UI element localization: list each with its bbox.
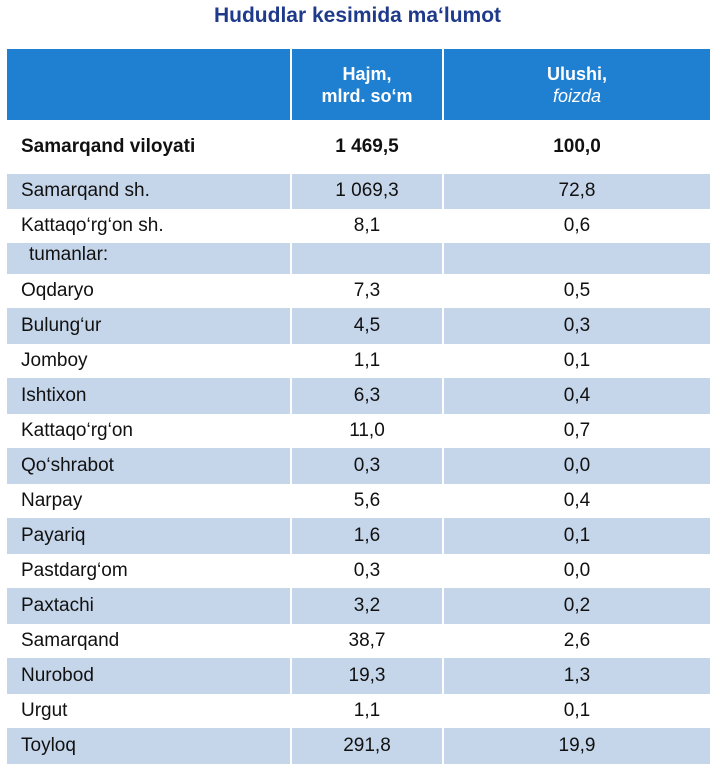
total-share: 100,0	[442, 120, 712, 174]
table-row: Kattaqo‘rg‘on sh. 8,1 0,6	[5, 208, 712, 244]
table-row: Nurobod 19,3 1,3	[5, 658, 712, 694]
table-row-subheading: tumanlar:	[5, 243, 712, 274]
header-share-line1: Ulushi,	[546, 63, 607, 84]
row-name: Narpay	[5, 483, 292, 519]
table-row: Narpay 5,6 0,4	[5, 483, 712, 519]
row-share: 0,0	[442, 448, 712, 484]
header-share-line2: foizda	[552, 85, 602, 106]
row-volume	[290, 243, 444, 274]
table-row: Pastdarg‘om 0,3 0,0	[5, 553, 712, 589]
row-share: 19,9	[442, 728, 712, 764]
row-name: Pastdarg‘om	[5, 553, 292, 589]
row-share: 0,1	[442, 693, 712, 729]
row-name: Toyloq	[5, 728, 292, 764]
row-share: 0,1	[442, 343, 712, 379]
row-name: Ishtixon	[5, 378, 292, 414]
row-share: 0,4	[442, 483, 712, 519]
row-name: Nurobod	[5, 658, 292, 694]
page-title: Hududlar kesimida ma‘lumot	[213, 4, 502, 27]
row-name: Paxtachi	[5, 588, 292, 624]
row-name: Samarqand sh.	[5, 173, 292, 209]
row-volume: 1,1	[290, 693, 444, 729]
table-row: Samarqand 38,7 2,6	[5, 623, 712, 659]
row-volume: 291,8	[290, 728, 444, 764]
table-row: Samarqand sh. 1 069,3 72,8	[5, 173, 712, 209]
header-volume: Hajm, mlrd. so‘m	[290, 49, 444, 121]
row-volume: 1 069,3	[290, 173, 444, 209]
table-header-row: Hajm, mlrd. so‘m Ulushi, foizda	[5, 49, 712, 121]
row-name: Kattaqo‘rg‘on sh.	[5, 208, 292, 244]
regions-table: Hajm, mlrd. so‘m Ulushi, foizda Samarqan…	[5, 49, 712, 764]
row-share: 0,6	[442, 208, 712, 244]
row-share: 1,3	[442, 658, 712, 694]
total-name: Samarqand viloyati	[5, 120, 292, 174]
row-name: Qo‘shrabot	[5, 448, 292, 484]
row-volume: 3,2	[290, 588, 444, 624]
table-row: Payariq 1,6 0,1	[5, 518, 712, 554]
row-name: Bulung‘ur	[5, 308, 292, 344]
row-volume: 38,7	[290, 623, 444, 659]
row-volume: 19,3	[290, 658, 444, 694]
row-share: 0,0	[442, 553, 712, 589]
row-name: Samarqand	[5, 623, 292, 659]
total-volume: 1 469,5	[290, 120, 444, 174]
row-share: 0,2	[442, 588, 712, 624]
row-share: 0,7	[442, 413, 712, 449]
header-share: Ulushi, foizda	[442, 49, 712, 121]
row-volume: 1,6	[290, 518, 444, 554]
row-volume: 1,1	[290, 343, 444, 379]
row-volume: 7,3	[290, 273, 444, 309]
row-name: tumanlar:	[5, 243, 292, 274]
row-share: 0,4	[442, 378, 712, 414]
row-volume: 0,3	[290, 448, 444, 484]
row-share: 72,8	[442, 173, 712, 209]
row-share: 0,1	[442, 518, 712, 554]
row-volume: 8,1	[290, 208, 444, 244]
header-volume-line2: mlrd. so‘m	[321, 85, 413, 106]
row-name: Payariq	[5, 518, 292, 554]
row-share	[442, 243, 712, 274]
row-volume: 0,3	[290, 553, 444, 589]
row-share: 0,5	[442, 273, 712, 309]
row-name: Oqdaryo	[5, 273, 292, 309]
table-row: Ishtixon 6,3 0,4	[5, 378, 712, 414]
row-share: 0,3	[442, 308, 712, 344]
header-volume-line1: Hajm,	[342, 63, 392, 84]
total-row: Samarqand viloyati 1 469,5 100,0	[5, 120, 712, 174]
table-row: Jomboy 1,1 0,1	[5, 343, 712, 379]
row-volume: 4,5	[290, 308, 444, 344]
row-name: Kattaqo‘rg‘on	[5, 413, 292, 449]
row-volume: 11,0	[290, 413, 444, 449]
header-region	[5, 49, 292, 121]
row-name: Urgut	[5, 693, 292, 729]
table-row: Qo‘shrabot 0,3 0,0	[5, 448, 712, 484]
row-name: Jomboy	[5, 343, 292, 379]
row-share: 2,6	[442, 623, 712, 659]
table-row: Urgut 1,1 0,1	[5, 693, 712, 729]
table-row: Bulung‘ur 4,5 0,3	[5, 308, 712, 344]
table-row: Paxtachi 3,2 0,2	[5, 588, 712, 624]
row-volume: 5,6	[290, 483, 444, 519]
row-volume: 6,3	[290, 378, 444, 414]
table-row: Toyloq 291,8 19,9	[5, 728, 712, 764]
table-row: Oqdaryo 7,3 0,5	[5, 273, 712, 309]
table-row: Kattaqo‘rg‘on 11,0 0,7	[5, 413, 712, 449]
